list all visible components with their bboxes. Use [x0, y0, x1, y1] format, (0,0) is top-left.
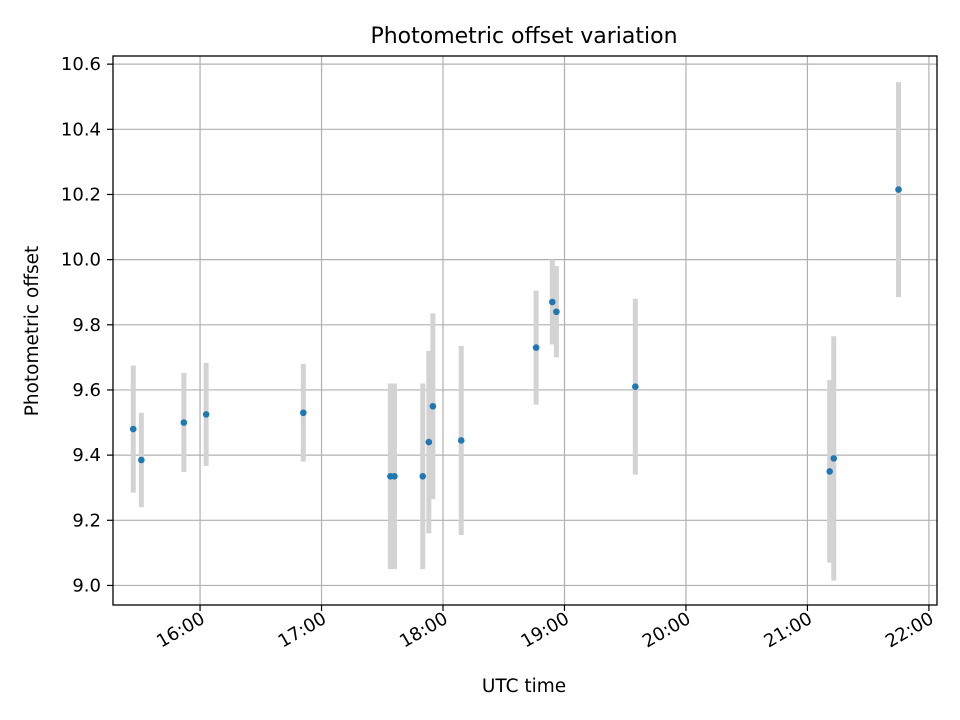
plot-frame — [112, 55, 938, 606]
data-point — [549, 298, 556, 306]
data-points — [129, 186, 902, 480]
data-point — [553, 308, 560, 316]
grid — [113, 56, 937, 605]
y-tick-label: 10.2 — [61, 184, 101, 205]
data-point — [457, 437, 465, 444]
y-tick-label: 10.6 — [61, 54, 101, 75]
data-point — [202, 411, 210, 418]
x-axis-title: UTC time — [482, 676, 566, 697]
data-point — [419, 473, 427, 480]
y-axis: 9.0 9.2 9.4 9.6 9.8 10.0 10.2 10.4 10.6 — [61, 54, 113, 596]
data-point — [826, 468, 833, 475]
chart-title: Photometric offset variation — [370, 24, 677, 49]
data-point — [129, 425, 137, 433]
data-point — [532, 344, 540, 351]
y-tick-label: 9.2 — [72, 510, 101, 531]
data-point — [429, 402, 437, 410]
y-tick-label: 10.0 — [61, 250, 101, 271]
y-tick-label: 9.6 — [72, 380, 101, 401]
data-point — [391, 473, 398, 480]
y-tick-label: 9.0 — [72, 575, 101, 596]
data-point — [300, 409, 307, 417]
y-tick-label: 9.8 — [72, 315, 101, 336]
data-point — [632, 383, 639, 391]
data-point — [138, 456, 145, 464]
data-point — [895, 186, 902, 193]
y-axis-title: Photometric offset — [22, 246, 43, 417]
y-tick-label: 10.4 — [61, 119, 101, 140]
data-point — [425, 438, 433, 446]
y-tick-label: 9.4 — [72, 445, 101, 466]
data-point — [830, 455, 838, 462]
data-point — [180, 419, 188, 426]
